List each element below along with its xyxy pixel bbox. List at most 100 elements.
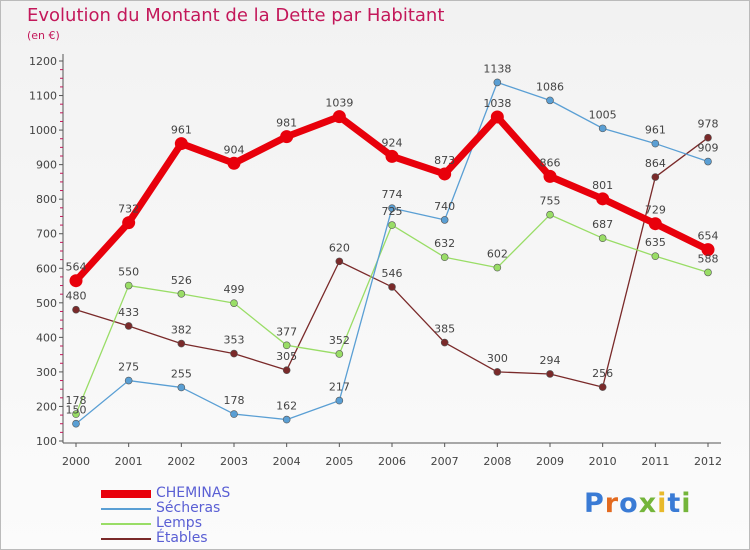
data-point — [388, 283, 396, 291]
data-point — [490, 110, 504, 124]
x-tick-label: 2008 — [483, 455, 511, 468]
data-label: 305 — [276, 350, 297, 363]
data-point — [440, 253, 449, 262]
data-point — [230, 299, 238, 307]
x-tick-label: 2011 — [641, 455, 669, 468]
logo-letter: P — [584, 488, 605, 519]
data-label: 654 — [698, 230, 719, 243]
data-point — [282, 366, 291, 374]
data-point — [72, 410, 80, 418]
y-tick-label: 700 — [36, 228, 57, 241]
data-label: 961 — [645, 124, 666, 137]
y-tick-label: 1000 — [29, 124, 57, 137]
data-label: 801 — [592, 179, 613, 192]
legend-label: Étables — [156, 530, 208, 546]
legend-swatch — [101, 523, 151, 525]
data-point — [282, 341, 291, 350]
x-tick-label: 2003 — [220, 455, 248, 468]
x-tick-label: 2009 — [536, 455, 564, 468]
data-point — [598, 124, 607, 133]
data-label: 729 — [645, 204, 666, 217]
data-point — [332, 110, 346, 124]
y-tick-label: 300 — [36, 366, 57, 379]
y-tick-label: 1100 — [29, 90, 57, 103]
data-point — [122, 216, 136, 230]
data-label: 1038 — [483, 97, 511, 110]
y-tick-label: 400 — [36, 331, 57, 344]
logo-letter: r — [604, 488, 620, 519]
data-point — [704, 157, 712, 166]
data-point — [543, 169, 557, 183]
x-tick-label: 2002 — [167, 455, 195, 468]
data-point — [230, 410, 238, 418]
series-line-2 — [75, 214, 709, 415]
y-tick-label: 800 — [36, 193, 57, 206]
data-point — [651, 139, 660, 148]
data-label: 255 — [171, 367, 192, 380]
y-tick-label: 1200 — [29, 55, 57, 68]
data-label: 294 — [540, 354, 561, 367]
data-point — [596, 192, 610, 206]
data-point — [388, 221, 396, 229]
data-point — [493, 263, 502, 272]
data-point — [438, 167, 452, 181]
data-label: 564 — [66, 261, 87, 274]
data-label: 256 — [592, 367, 613, 380]
data-point — [651, 252, 660, 260]
legend-item: Lemps — [101, 516, 361, 531]
data-label: 924 — [382, 136, 403, 149]
x-tick-label: 2000 — [62, 455, 90, 468]
y-tick-label: 900 — [36, 159, 57, 172]
logo-text: Proxiti — [584, 488, 692, 519]
data-point — [230, 349, 238, 358]
data-label: 217 — [329, 381, 350, 394]
legend-swatch — [101, 490, 151, 498]
x-tick-label: 2006 — [378, 455, 406, 468]
data-label: 300 — [487, 352, 508, 365]
data-point — [177, 383, 186, 392]
data-point — [704, 268, 712, 277]
data-label: 526 — [171, 274, 192, 287]
data-point — [124, 376, 133, 385]
data-point — [282, 415, 291, 424]
chart-subtitle: (en €) — [27, 29, 60, 42]
data-point — [493, 78, 502, 87]
data-point — [385, 149, 399, 163]
data-label: 981 — [276, 117, 297, 130]
data-label: 909 — [698, 142, 719, 155]
data-point — [174, 137, 188, 151]
data-point — [335, 350, 344, 358]
data-label: 1005 — [589, 108, 617, 121]
legend-item: Étables — [101, 531, 361, 546]
data-label: 961 — [171, 124, 192, 137]
data-point — [177, 339, 186, 348]
data-point — [704, 133, 712, 142]
data-label: 352 — [329, 334, 350, 347]
data-point — [124, 281, 133, 290]
data-label: 353 — [224, 334, 245, 347]
data-label: 1086 — [536, 80, 564, 93]
data-point — [546, 370, 554, 378]
data-label: 904 — [224, 143, 245, 156]
data-label: 550 — [118, 266, 139, 279]
x-tick-label: 2005 — [325, 455, 353, 468]
data-label: 687 — [592, 218, 613, 231]
data-point — [388, 204, 396, 212]
data-label: 1039 — [325, 97, 353, 110]
data-label: 873 — [434, 154, 455, 167]
y-tick-label: 500 — [36, 297, 57, 310]
data-point — [69, 274, 83, 288]
x-tick-label: 2012 — [694, 455, 722, 468]
legend-item: Sécheras — [101, 501, 361, 516]
legend-swatch — [101, 508, 151, 510]
x-tick-label: 2004 — [273, 455, 301, 468]
data-label: 275 — [118, 361, 139, 374]
data-point — [177, 290, 186, 298]
logo-letter: o — [619, 488, 639, 519]
data-label: 866 — [540, 156, 561, 169]
data-point — [335, 396, 344, 405]
x-tick-label: 2010 — [589, 455, 617, 468]
data-label: 546 — [382, 267, 403, 280]
data-label: 864 — [645, 157, 666, 170]
